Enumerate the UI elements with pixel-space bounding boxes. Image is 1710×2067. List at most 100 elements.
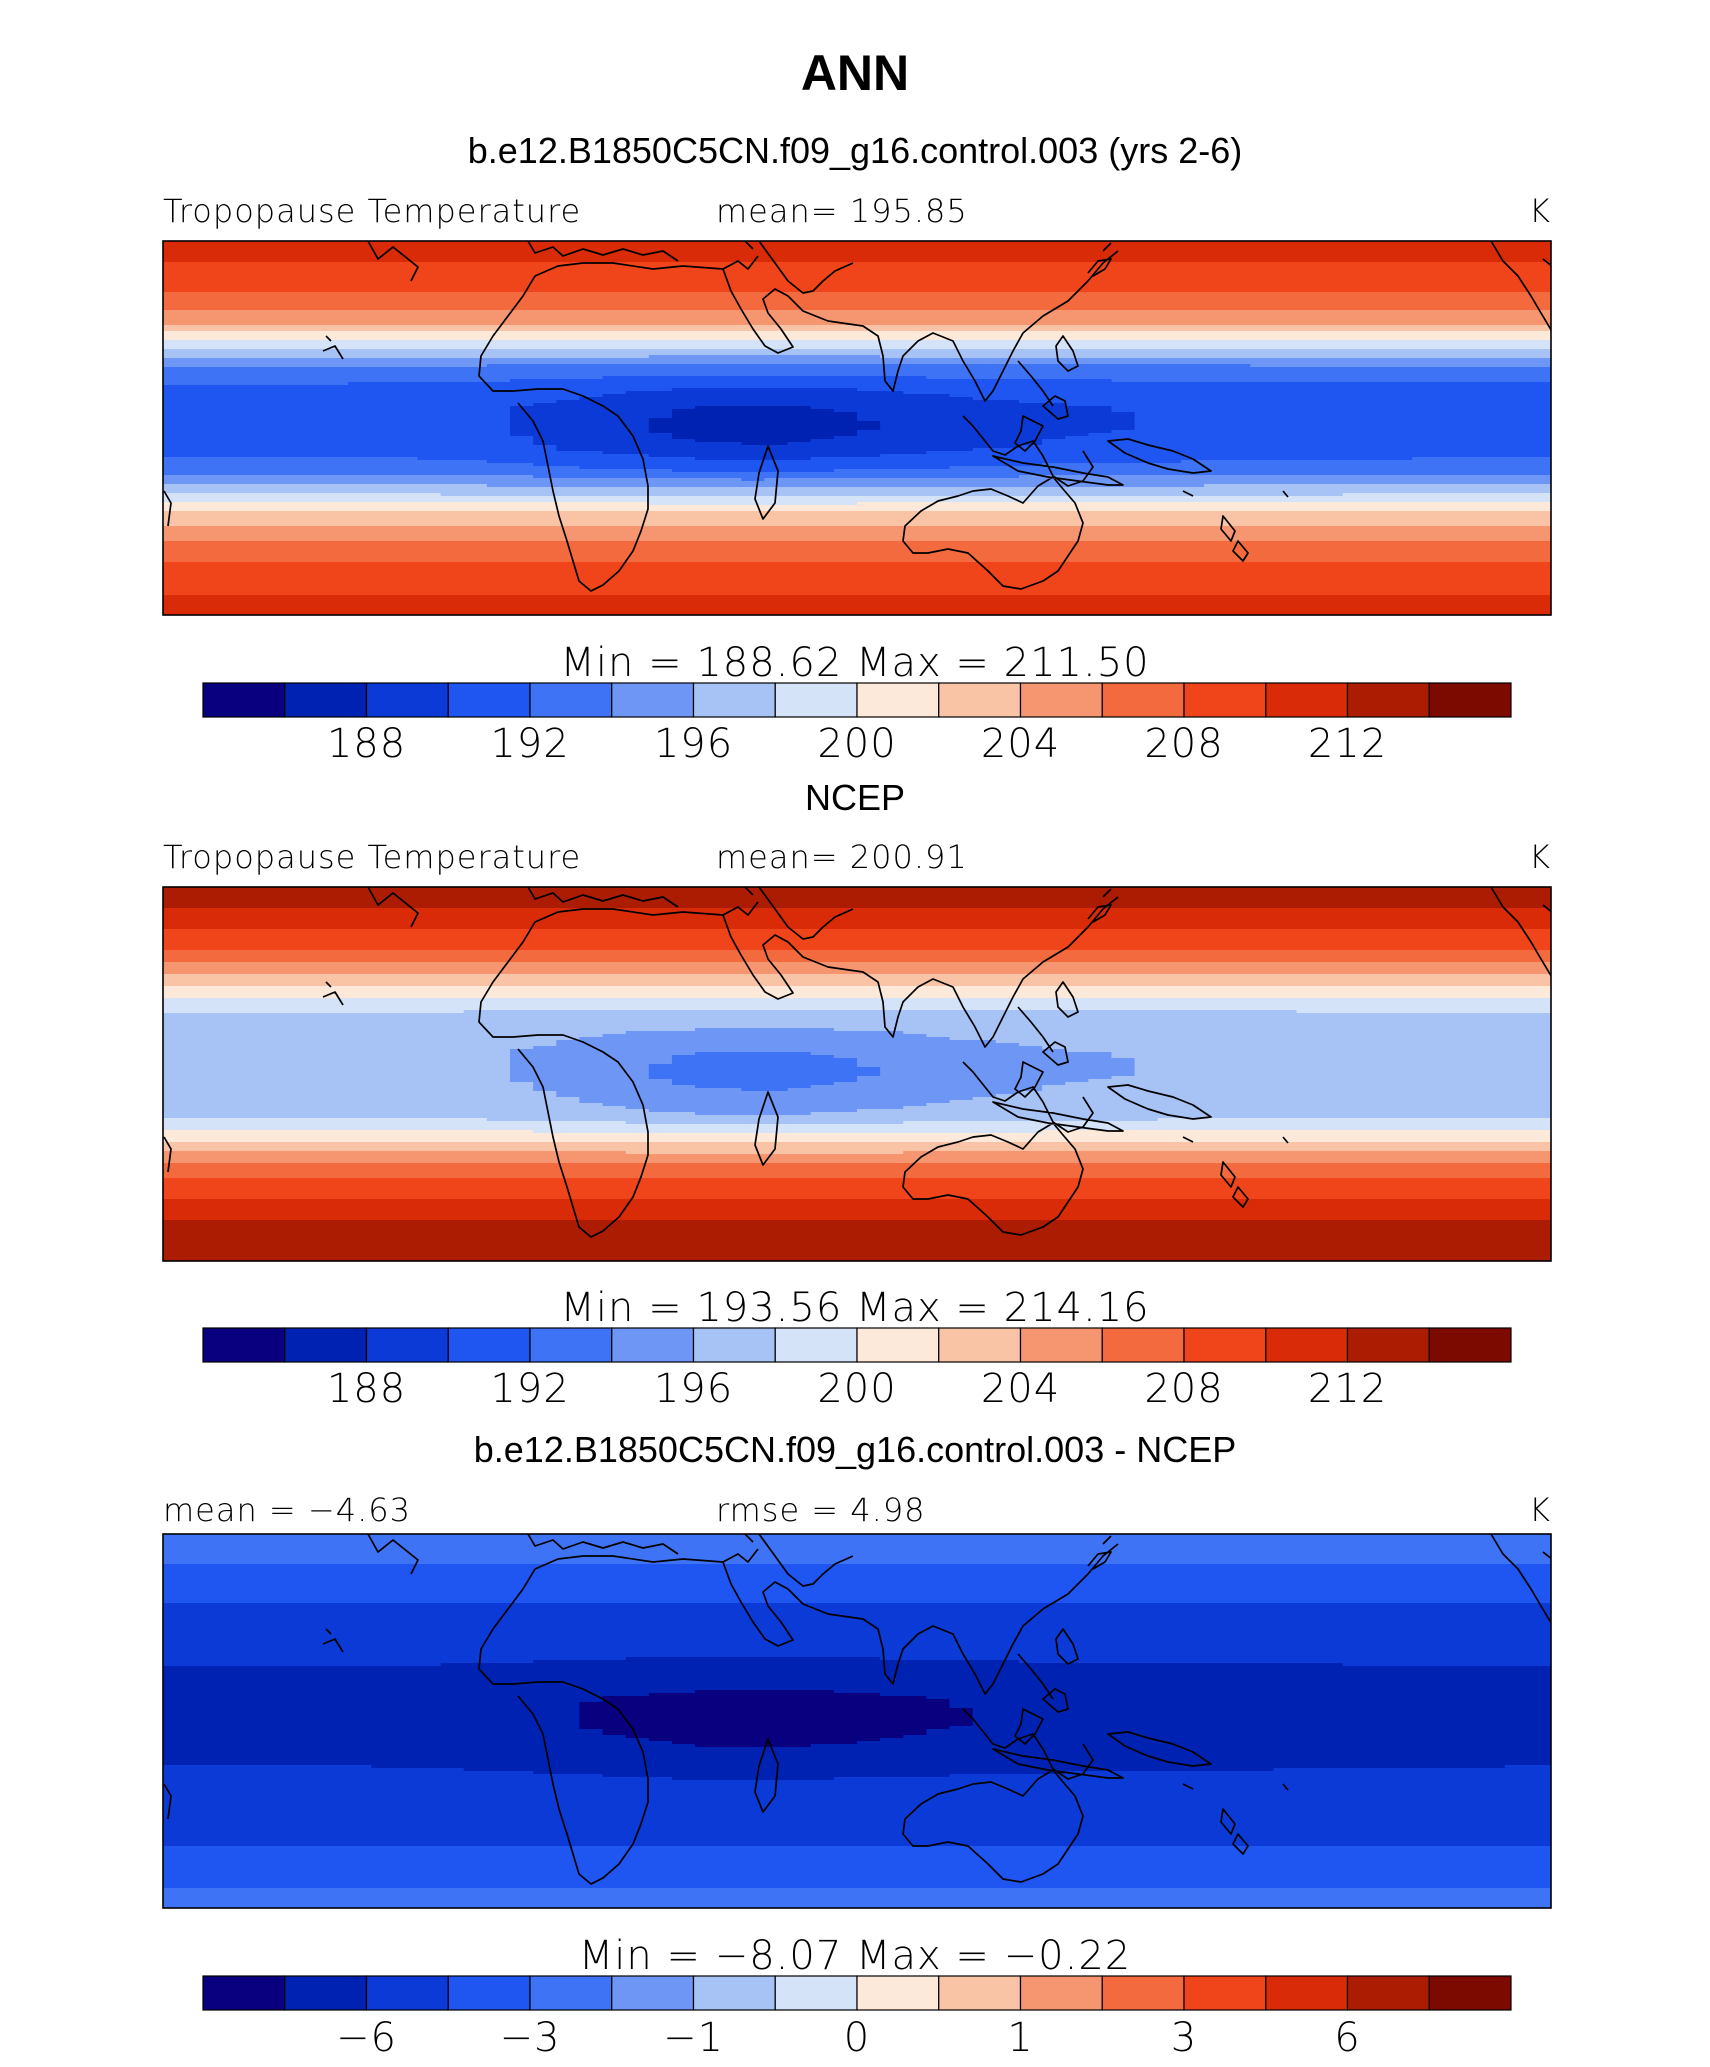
- field-band: [625, 1657, 881, 1661]
- field-band: [648, 418, 858, 422]
- field-band: [163, 1705, 580, 1709]
- field-band: [163, 1148, 1551, 1152]
- field-band: [163, 1660, 534, 1664]
- colorbar-box: [938, 1327, 1022, 1363]
- field-band: [163, 481, 1551, 485]
- field-band: [671, 1741, 858, 1745]
- field-band: [163, 1897, 1551, 1901]
- field-band: [857, 1061, 1136, 1065]
- field-band: [163, 301, 1551, 305]
- field-band: [648, 502, 858, 506]
- field-band: [486, 460, 1182, 464]
- field-band: [163, 286, 1551, 290]
- field-band: [810, 1052, 1113, 1056]
- field-band: [163, 1178, 1551, 1182]
- field-band: [671, 1082, 835, 1086]
- field-band: [163, 1034, 604, 1038]
- field-band: [1134, 1058, 1551, 1062]
- field-band: [163, 262, 1551, 266]
- field-band: [163, 890, 1551, 894]
- field-band: [163, 274, 1551, 278]
- colorbar-box: [1428, 1975, 1512, 2011]
- field-band: [163, 1055, 511, 1059]
- field-band: [163, 1795, 1551, 1799]
- field-band: [163, 1567, 1551, 1571]
- field-band: [787, 1088, 1043, 1092]
- colorbar-tick-label: 196: [654, 1366, 733, 1412]
- colorbar-tick-label: 212: [1308, 721, 1387, 767]
- colorbar-box: [856, 1327, 940, 1363]
- field-band: [463, 1010, 1298, 1014]
- field-band: [695, 457, 812, 461]
- field-band: [163, 253, 1551, 257]
- field-band: [163, 1585, 1551, 1589]
- colorbar-box: [202, 682, 286, 718]
- field-band: [949, 1699, 1551, 1703]
- field-band: [163, 1825, 1551, 1829]
- field-band: [163, 962, 1551, 966]
- field-band: [671, 1079, 858, 1083]
- field-band: [163, 1079, 511, 1083]
- field-band: [533, 1660, 1020, 1664]
- field-band: [163, 457, 419, 461]
- field-band: [880, 1070, 1136, 1074]
- field-band: [163, 535, 1551, 539]
- colorbar-tick-label: −6: [336, 2015, 397, 2061]
- field-band: [163, 1040, 557, 1044]
- field-band: [972, 1717, 1551, 1721]
- field-band: [163, 487, 1551, 491]
- field-band: [857, 1079, 1089, 1083]
- colorbar-tick-label: 204: [981, 721, 1060, 767]
- field-band: [741, 478, 766, 482]
- units-label: K: [1529, 192, 1551, 230]
- field-band: [880, 355, 1551, 359]
- field-band: [163, 1043, 557, 1047]
- field-band: [163, 562, 1551, 566]
- field-band: [163, 908, 1551, 912]
- field-band: [648, 355, 881, 359]
- colorbar-box: [284, 1327, 368, 1363]
- field-band: [163, 1732, 604, 1736]
- field-band: [510, 412, 673, 416]
- field-band: [163, 1837, 1551, 1841]
- field-band: [163, 517, 1551, 521]
- field-band: [163, 1046, 534, 1050]
- field-band: [163, 493, 442, 497]
- field-band: [163, 1163, 1551, 1167]
- map-frame: [162, 1533, 1552, 1909]
- field-band: [163, 1543, 1551, 1547]
- field-band: [163, 1202, 1551, 1206]
- field-band: [163, 337, 1551, 341]
- field-band: [163, 1570, 1551, 1574]
- field-band: [972, 1708, 1551, 1712]
- field-band: [163, 589, 1551, 593]
- field-band: [163, 586, 1551, 590]
- field-band: [949, 1774, 1551, 1778]
- field-band: [833, 409, 1113, 413]
- field-band: [163, 421, 511, 425]
- colorbar-box: [447, 1975, 531, 2011]
- field-band: [163, 1031, 627, 1035]
- field-band: [903, 1121, 1551, 1125]
- field-band: [163, 346, 1551, 350]
- field-band: [163, 283, 1551, 287]
- field-band: [880, 1657, 1551, 1661]
- field-band: [1157, 1118, 1551, 1122]
- field-band: [163, 595, 1551, 599]
- field-band: [163, 1001, 1551, 1005]
- field-band: [857, 388, 1551, 392]
- field-band: [163, 1681, 1551, 1685]
- colorbar-box: [1019, 1975, 1103, 2011]
- field-band: [163, 1864, 1551, 1868]
- colorbar-box: [611, 682, 695, 718]
- field-band: [579, 1720, 974, 1724]
- field-band: [579, 466, 951, 470]
- field-band: [648, 424, 881, 428]
- field-band: [533, 1130, 1043, 1134]
- field-band: [163, 1573, 1551, 1577]
- colorbar-box: [365, 1327, 449, 1363]
- field-band: [510, 379, 1113, 383]
- field-band: [533, 436, 673, 440]
- field-band: [1250, 364, 1551, 368]
- field-band: [163, 911, 1551, 915]
